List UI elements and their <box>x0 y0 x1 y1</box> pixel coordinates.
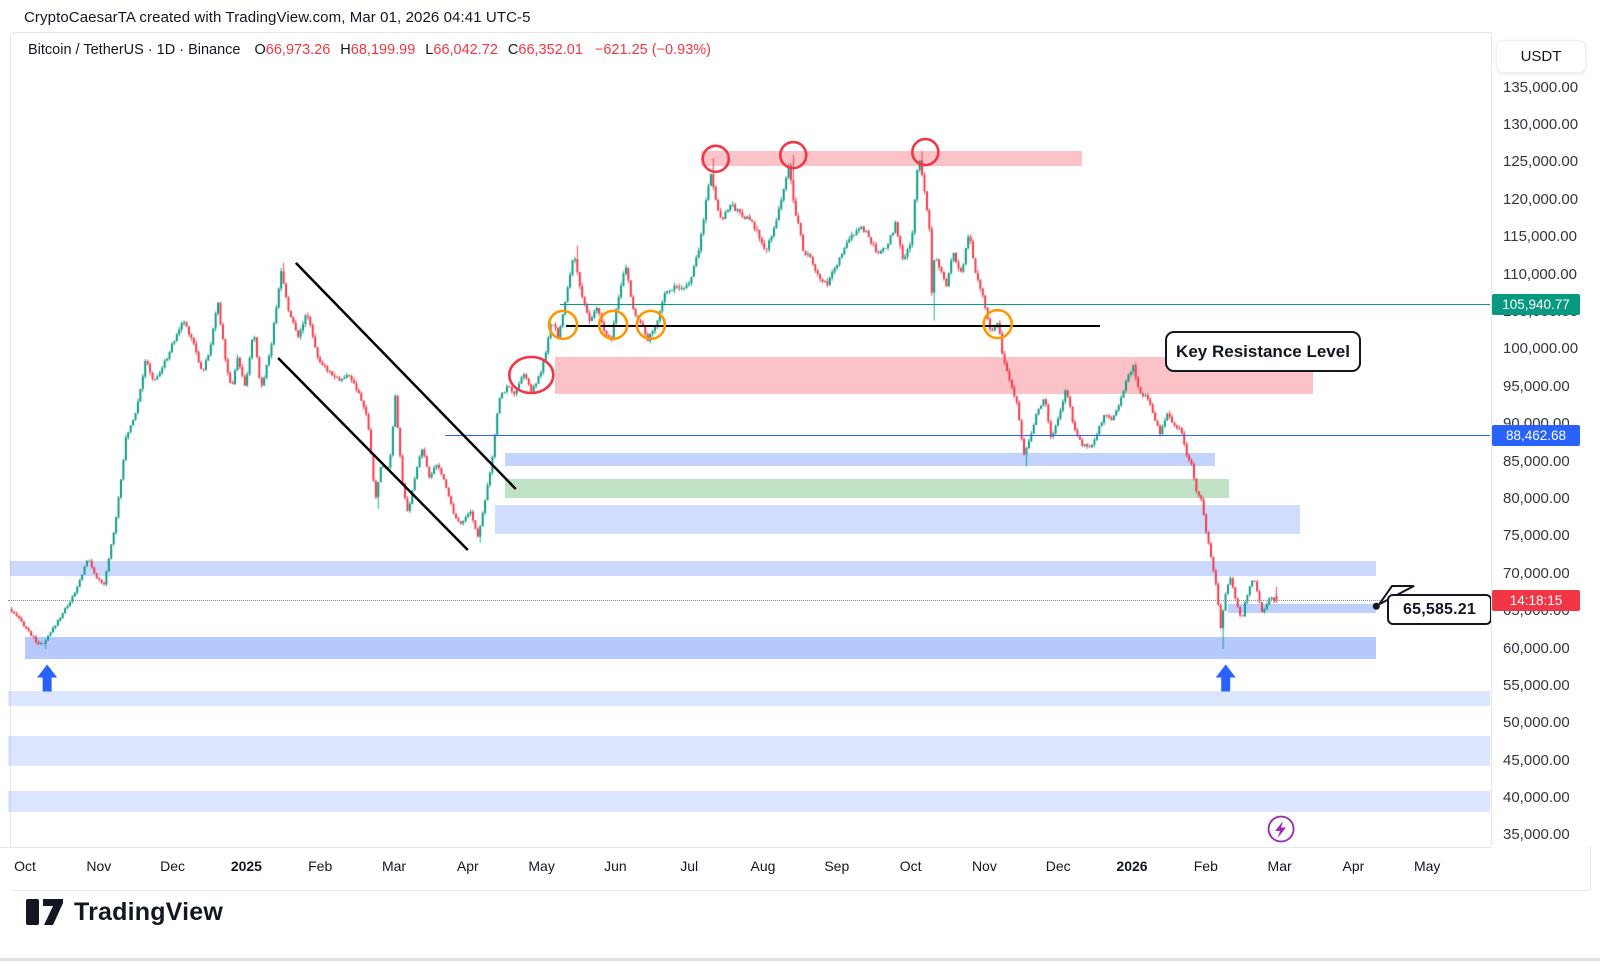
level-88462[interactable] <box>444 435 1490 437</box>
header-credit: CryptoCaesarTA created with TradingView.… <box>24 9 531 26</box>
price-tick: 50,000.00 <box>1503 714 1570 732</box>
current-price-line <box>8 600 1490 602</box>
time-tick-Oct: Oct <box>899 858 922 874</box>
price-badge-141815: 14:18:15 <box>1492 589 1580 611</box>
time-tick-Oct: Oct <box>14 858 36 874</box>
time-tick-Jul: Jul <box>680 858 699 874</box>
price-badge-8846268: 88,462.68 <box>1492 424 1580 446</box>
price-tick: 45,000.00 <box>1503 751 1570 769</box>
bottom-divider <box>0 958 1600 961</box>
price-tick: 85,000.00 <box>1503 452 1570 470</box>
price-badge-10594077: 105,940.77 <box>1492 293 1580 315</box>
ohlc-close-value: 66,352.01 <box>518 42 583 58</box>
price-tick: 115,000.00 <box>1503 228 1577 246</box>
time-axis[interactable]: Oct Nov Dec 2025 Feb Mar Apr May Jun Jul Aug Sep Oct… <box>0 847 1491 890</box>
time-tick-Dec: Dec <box>1045 858 1071 874</box>
marked-price-callout[interactable]: 65,585.21 <box>1387 594 1491 625</box>
time-tick-Dec: Dec <box>160 858 186 874</box>
time-tick-Nov: Nov <box>971 858 997 874</box>
time-tick-Sep: Sep <box>824 858 850 874</box>
price-tick: 80,000.00 <box>1503 489 1570 507</box>
price-tick: 130,000.00 <box>1503 115 1579 133</box>
tradingview-footer-logo[interactable]: TradingView <box>26 897 223 927</box>
time-tick-Apr: Apr <box>456 858 479 874</box>
time-tick-Mar: Mar <box>1267 858 1292 874</box>
price-tick: 40,000.00 <box>1503 789 1570 807</box>
time-tick-Jun: Jun <box>604 858 627 874</box>
brand-name: TradingView <box>74 897 224 926</box>
key-resistance-text: Key Resistance Level <box>1176 341 1350 361</box>
price-axis[interactable]: 135,000.00 130,000.00 125,000.00 120,000.00… <box>1491 32 1600 846</box>
level-105940[interactable] <box>560 304 1490 306</box>
time-tick-May: May <box>528 858 555 874</box>
ohlc-low-label: L <box>425 42 434 58</box>
ohlc-close-label: C <box>507 42 519 58</box>
price-tick: 35,000.00 <box>1503 826 1570 844</box>
time-tick-2025: 2025 <box>230 858 262 874</box>
currency-toggle-button[interactable]: USDT <box>1496 40 1586 73</box>
ohlc-low-value: 66,042.72 <box>433 42 498 58</box>
time-tick-Nov: Nov <box>86 858 112 874</box>
key-support-ray[interactable] <box>565 324 1101 327</box>
symbol-info-bar[interactable]: Bitcoin / TetherUS · 1D · Binance O66,973… <box>28 42 711 58</box>
tradingview-icon <box>26 899 63 925</box>
chart-plot-area[interactable]: Key Resistance Level 65,585.21 <box>0 32 1491 846</box>
price-tick: 135,000.00 <box>1503 78 1579 96</box>
time-tick-Aug: Aug <box>750 858 776 874</box>
price-tick: 60,000.00 <box>1503 639 1570 657</box>
time-tick-Feb: Feb <box>1193 858 1218 874</box>
change-value: −621.25 (−0.93%) <box>594 42 711 58</box>
time-tick-Apr: Apr <box>1342 858 1365 874</box>
ohlc-open-value: 66,973.26 <box>265 42 331 58</box>
price-tick: 120,000.00 <box>1503 190 1579 208</box>
ohlc-open-label: O <box>254 42 266 58</box>
price-tick: 110,000.00 <box>1503 265 1577 283</box>
time-tick-May: May <box>1413 858 1441 874</box>
symbol-title: Bitcoin / TetherUS · 1D · Binance <box>28 42 241 58</box>
time-tick-2026: 2026 <box>1116 858 1148 874</box>
price-tick: 55,000.00 <box>1503 676 1570 694</box>
candlestick-canvas[interactable] <box>0 32 1491 846</box>
price-tick: 75,000.00 <box>1503 527 1570 545</box>
key-resistance-callout[interactable]: Key Resistance Level <box>1165 331 1361 372</box>
time-tick-Feb: Feb <box>308 858 333 874</box>
ohlc-high-label: H <box>340 42 351 58</box>
price-tick: 70,000.00 <box>1503 564 1570 582</box>
marked-price-text: 65,585.21 <box>1403 600 1476 618</box>
price-tick: 95,000.00 <box>1503 377 1570 395</box>
time-tick-Mar: Mar <box>381 858 407 874</box>
ohlc-high-value: 68,199.99 <box>350 42 416 58</box>
price-tick: 125,000.00 <box>1503 153 1579 171</box>
price-tick: 100,000.00 <box>1503 340 1579 358</box>
